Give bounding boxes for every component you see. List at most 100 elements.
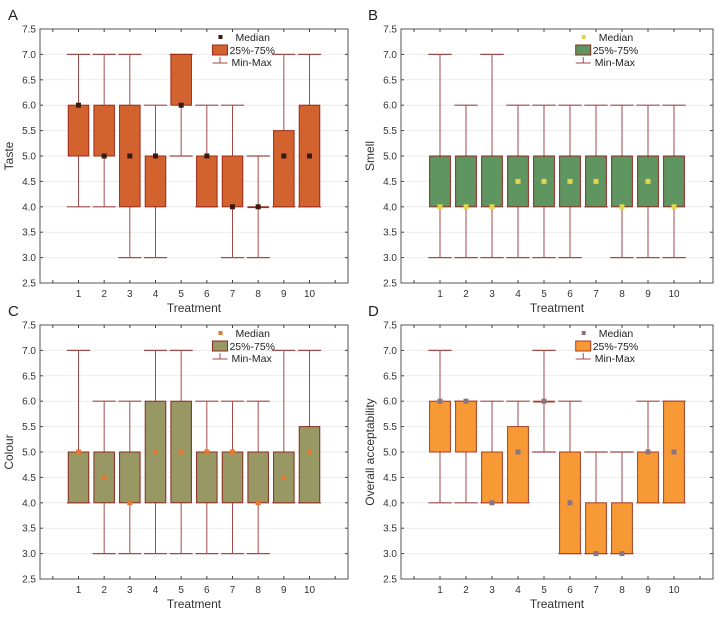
y-tick-label: 7.0 (383, 50, 397, 61)
plot-frame (400, 28, 714, 284)
iqr-box (481, 451, 503, 504)
x-tick-label: 7 (593, 289, 599, 300)
iqr-box (119, 451, 141, 504)
box-10 (662, 400, 686, 504)
panel-label: C (8, 303, 19, 320)
legend-box-swatch (211, 340, 228, 352)
iqr-box (196, 155, 218, 208)
median-marker (593, 178, 599, 184)
box-6 (195, 104, 219, 208)
legend-box-swatch (575, 44, 592, 56)
y-tick-label: 3.5 (383, 524, 397, 535)
box-5 (532, 104, 556, 259)
median-marker (76, 102, 81, 108)
x-tick-label: 3 (489, 585, 495, 596)
y-tick-label: 4.5 (383, 177, 397, 188)
iqr-box (637, 451, 659, 504)
y-tick-label: 6.0 (383, 397, 397, 408)
box-7 (220, 104, 245, 259)
box-2 (454, 104, 478, 259)
x-tick-label: 5 (541, 585, 547, 596)
box-7 (584, 451, 608, 557)
box-8 (610, 451, 634, 557)
median-marker (437, 204, 443, 210)
box-1 (66, 349, 91, 504)
x-tick-label: 9 (281, 289, 287, 300)
y-tick-label: 7.5 (22, 321, 36, 332)
median-marker (515, 449, 521, 455)
iqr-box (663, 155, 685, 208)
panel-b: B 2.5 3.0 3.5 4.0 4.5 5.0 5.5 6.0 6.5 7.0 7.5 1 2 3 4 5 6… (363, 7, 714, 315)
box-8 (246, 155, 270, 259)
x-tick-label: 7 (230, 289, 236, 300)
x-tick-label: 5 (178, 585, 184, 596)
y-tick-label: 4.0 (22, 202, 36, 213)
iqr-box (170, 53, 192, 106)
box-6 (558, 104, 582, 259)
median-marker (76, 449, 81, 455)
panel-c: C 2.5 3.0 3.5 4.0 4.5 5.0 5.5 6.0 6.5 7.0 7.5 1 2 3 4 5 6… (2, 303, 349, 611)
median-marker (463, 204, 469, 210)
median-marker (567, 500, 573, 506)
x-tick-label: 8 (255, 289, 261, 300)
x-tick-label: 7 (593, 585, 599, 596)
box-4 (506, 400, 530, 504)
median-marker (437, 398, 443, 404)
y-tick-label: 6.5 (383, 371, 397, 382)
y-tick-label: 4.0 (383, 202, 397, 213)
box-1 (428, 349, 452, 504)
panel-label: D (368, 303, 379, 320)
iqr-box (611, 502, 633, 555)
box-8 (246, 400, 270, 555)
median-marker (101, 474, 107, 480)
x-tick-label: 5 (178, 289, 184, 300)
box-4 (506, 104, 530, 259)
box-3 (480, 53, 504, 259)
median-marker (204, 153, 210, 159)
x-tick-label: 2 (101, 289, 107, 300)
y-tick-label: 3.0 (383, 253, 397, 264)
box-1 (428, 53, 452, 259)
box-10 (297, 349, 322, 504)
x-tick-label: 6 (567, 585, 573, 596)
legend-iqr: 25%-75% (593, 45, 639, 57)
median-marker (645, 449, 651, 455)
y-tick-label: 7.0 (22, 346, 36, 357)
x-tick-label: 3 (127, 289, 133, 300)
box-10 (662, 104, 686, 259)
box-9 (636, 104, 660, 259)
y-tick-label: 6.5 (383, 75, 397, 86)
iqr-box (221, 155, 244, 208)
y-tick-label: 4.5 (22, 177, 36, 188)
x-tick-label: 10 (668, 289, 680, 300)
x-tick-label: 3 (489, 289, 495, 300)
y-tick-label: 2.5 (22, 279, 36, 290)
iqr-box (507, 426, 529, 504)
x-tick-label: 4 (153, 585, 159, 596)
y-tick-label: 5.5 (383, 126, 397, 137)
x-tick-label: 6 (567, 289, 573, 300)
panel-label: A (8, 7, 18, 24)
y-tick-label: 7.5 (22, 25, 36, 36)
median-marker (645, 178, 651, 184)
x-tick-label: 1 (437, 289, 443, 300)
median-marker (127, 153, 133, 159)
median-marker (619, 551, 625, 557)
median-marker (178, 102, 184, 108)
plot-frame (400, 324, 714, 580)
box-5 (169, 349, 193, 555)
box-6 (558, 400, 582, 555)
box-3 (480, 400, 504, 506)
y-axis-label: Taste (2, 141, 16, 170)
y-tick-label: 7.5 (383, 25, 397, 36)
y-tick-label: 3.5 (22, 228, 36, 239)
median-marker (281, 153, 287, 159)
median-marker (255, 204, 261, 210)
plot-frame (39, 28, 349, 284)
legend-median-swatch (581, 331, 586, 335)
legend-minmax: Min-Max (595, 353, 636, 365)
iqr-box (585, 502, 607, 555)
y-tick-label: 3.0 (22, 549, 36, 560)
y-axis-label: Smell (363, 141, 377, 171)
